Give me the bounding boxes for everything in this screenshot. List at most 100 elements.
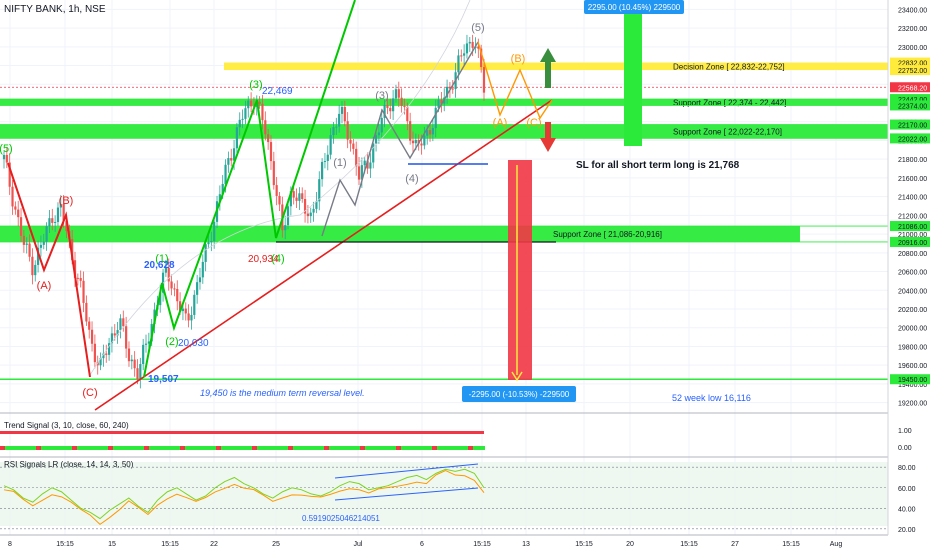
wave-3-green: (3) bbox=[249, 79, 262, 91]
candle-body bbox=[218, 194, 221, 202]
rsi-channel-top bbox=[334, 463, 479, 479]
axis-badge bbox=[890, 100, 930, 111]
candle-body bbox=[471, 41, 474, 48]
time-tick: 15:15 bbox=[161, 541, 179, 548]
trend-signal-label: Trend Signal (3, 10, close, 60, 240) bbox=[4, 421, 129, 430]
wave-b-left: (B) bbox=[59, 195, 74, 207]
candle-body bbox=[247, 100, 250, 109]
trend-bar-seg bbox=[312, 446, 317, 450]
candle-body bbox=[221, 183, 224, 195]
candle-body bbox=[142, 344, 145, 365]
rsi-value-label: 0.5919025046214051 bbox=[302, 514, 380, 523]
candle-body bbox=[28, 243, 31, 257]
candle-body bbox=[76, 277, 79, 279]
level-20934: 20,934 bbox=[248, 254, 279, 265]
price-tick: 19400.00 bbox=[898, 382, 927, 389]
candle-body bbox=[204, 244, 207, 262]
candle-body bbox=[426, 130, 429, 136]
candle-body bbox=[269, 142, 273, 162]
trend-bar-seg bbox=[468, 446, 473, 450]
candle-body bbox=[79, 278, 82, 281]
candle-body bbox=[272, 161, 275, 186]
price-tick: 21000.00 bbox=[898, 232, 927, 239]
trend-bar-seg bbox=[36, 446, 41, 450]
zone-label: Support Zone [ 21,086-20,916] bbox=[553, 230, 662, 239]
trend-bar-seg bbox=[252, 446, 257, 450]
time-tick: 15:15 bbox=[56, 541, 74, 548]
trend-bar-seg bbox=[0, 446, 5, 450]
rsi-tick: 40.00 bbox=[898, 506, 916, 513]
trend-bar-seg bbox=[240, 446, 245, 450]
current-price-badge bbox=[890, 82, 930, 93]
candle-body bbox=[306, 213, 310, 217]
target-down-text: -2295.00 (-10.53%) -229500 bbox=[469, 390, 570, 399]
current-price-text: 22568.20 bbox=[898, 85, 927, 92]
candle-body bbox=[241, 118, 244, 120]
indicators: Trend Signal (3, 10, close, 60, 240) RSI … bbox=[0, 412, 888, 536]
candle-body bbox=[477, 46, 480, 49]
candle-body bbox=[480, 48, 483, 68]
candle-body bbox=[224, 164, 227, 184]
trend-bar-seg bbox=[336, 446, 341, 450]
candle-body bbox=[250, 100, 253, 107]
trend-bar-seg bbox=[228, 446, 233, 450]
trend-bar-seg bbox=[396, 446, 401, 450]
time-tick: 8 bbox=[8, 541, 12, 548]
candle-body bbox=[309, 212, 312, 217]
price-tick: 20600.00 bbox=[898, 270, 927, 277]
price-tick: 21800.00 bbox=[898, 157, 927, 164]
candle-body bbox=[127, 348, 131, 362]
candle-body bbox=[448, 86, 452, 89]
price-tick: 19800.00 bbox=[898, 344, 927, 351]
rsi-channel-bottom bbox=[334, 487, 479, 501]
candle-body bbox=[136, 368, 139, 380]
time-tick: 13 bbox=[522, 541, 530, 548]
candle-body bbox=[45, 226, 48, 242]
time-tick: 25 bbox=[272, 541, 280, 548]
wave-b-orange: (B) bbox=[511, 53, 526, 65]
candle-body bbox=[335, 126, 338, 128]
candle-body bbox=[417, 139, 420, 144]
price-tick: 21600.00 bbox=[898, 176, 927, 183]
candle-body bbox=[144, 343, 148, 345]
candle-body bbox=[22, 235, 25, 245]
candle-body bbox=[460, 55, 463, 57]
candle-body bbox=[88, 321, 91, 330]
candle-body bbox=[82, 280, 85, 303]
wave-a-orange: (A) bbox=[493, 117, 508, 129]
candle-body bbox=[173, 288, 176, 290]
price-tick: 21400.00 bbox=[898, 195, 927, 202]
candle-body bbox=[161, 272, 165, 293]
candle-body bbox=[437, 99, 440, 108]
candle-body bbox=[99, 358, 102, 366]
short-position-box bbox=[508, 160, 532, 380]
candle-body bbox=[406, 107, 409, 122]
axis-badge bbox=[890, 221, 930, 232]
candle-body bbox=[411, 140, 415, 144]
candle-body bbox=[85, 302, 88, 322]
candle-body bbox=[400, 97, 403, 106]
time-tick: 6 bbox=[420, 541, 424, 548]
candle-body bbox=[59, 203, 62, 208]
candle-body bbox=[383, 104, 386, 118]
trend-bar-seg bbox=[12, 446, 17, 450]
candle-body bbox=[116, 330, 119, 336]
trend-bar-seg bbox=[408, 446, 413, 450]
candle-body bbox=[8, 162, 11, 187]
candle-body bbox=[5, 154, 8, 163]
candle-body bbox=[56, 207, 60, 223]
time-tick: 15:15 bbox=[473, 541, 491, 548]
candle-body bbox=[420, 143, 423, 146]
axis-badge bbox=[890, 374, 930, 385]
candle-body bbox=[397, 89, 400, 98]
candle-body bbox=[357, 166, 361, 180]
candle-body bbox=[230, 158, 233, 161]
short-arrow-head bbox=[511, 371, 523, 382]
candle-body bbox=[457, 55, 460, 73]
wave-impulse-green bbox=[143, 0, 356, 378]
candle-body bbox=[190, 314, 193, 321]
down-arrow-icon bbox=[540, 122, 556, 152]
candle-body bbox=[261, 103, 264, 121]
